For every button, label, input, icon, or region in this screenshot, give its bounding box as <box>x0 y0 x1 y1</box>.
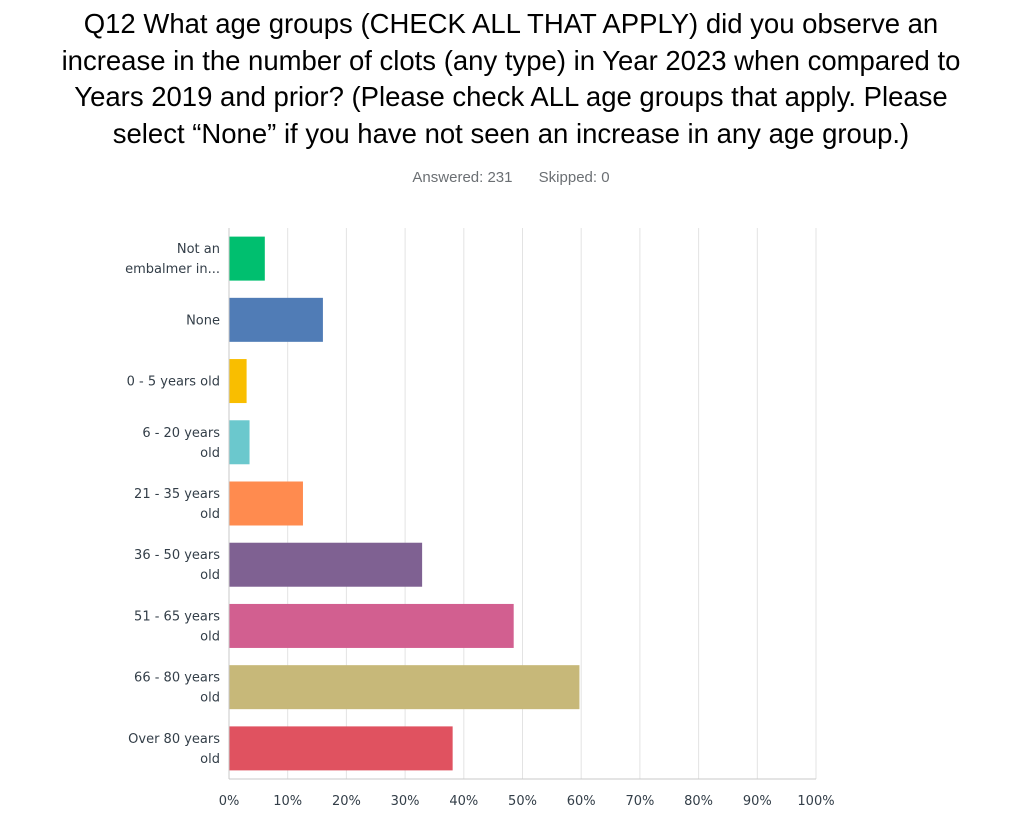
bar <box>229 726 453 771</box>
x-tick-label: 80% <box>684 794 713 809</box>
title-line-4: select “None” if you have not seen an in… <box>112 117 910 149</box>
bar <box>229 236 265 281</box>
x-tick-label: 0% <box>219 794 240 809</box>
chart-title: Q12 What age groups (CHECK ALL THAT APPL… <box>0 6 1022 152</box>
x-tick-labels: 0% 10% 20% 30% 40% 50% 60% 70% 80% 90% 100% <box>219 794 835 809</box>
x-tick-label: 50% <box>508 794 537 809</box>
response-stats: Answered: 231 Skipped: 0 <box>0 169 1022 186</box>
x-tick-label: 100% <box>797 794 834 809</box>
category-label: 21 - 35 years old <box>134 487 220 522</box>
bars <box>229 236 580 771</box>
category-label: 0 - 5 years old <box>127 375 220 390</box>
category-label: 66 - 80 years old <box>134 671 220 706</box>
bar <box>229 542 423 587</box>
category-label: 36 - 50 years old <box>134 548 220 583</box>
x-tick-label: 30% <box>391 794 420 809</box>
skipped-count: Skipped: 0 <box>538 169 610 186</box>
category-label: 6 - 20 years old <box>142 426 220 461</box>
category-label: Over 80 years old <box>128 732 220 767</box>
x-tick-label: 20% <box>332 794 361 809</box>
x-tick-label: 90% <box>743 794 772 809</box>
bar <box>229 359 247 404</box>
category-label: None <box>186 313 220 328</box>
bar <box>229 665 580 710</box>
x-tick-label: 70% <box>625 794 654 809</box>
x-tick-label: 40% <box>449 794 478 809</box>
title-line-1: Q12 What age groups (CHECK ALL THAT APPL… <box>83 8 939 39</box>
answered-count: Answered: 231 <box>412 169 513 186</box>
category-label: Not an embalmer in... <box>125 242 220 277</box>
bar <box>229 297 323 342</box>
category-labels: Not an embalmer in... None 0 - 5 years old 6… <box>125 242 220 767</box>
category-label: 51 - 65 years old <box>134 609 220 644</box>
x-tick-label: 60% <box>567 794 596 809</box>
bar <box>229 481 303 526</box>
bar <box>229 420 250 465</box>
title-line-3: Years 2019 and prior? (Please check ALL … <box>74 81 948 112</box>
x-tick-label: 10% <box>273 794 302 809</box>
bar <box>229 603 514 648</box>
title-line-2: increase in the number of clots (any typ… <box>61 44 961 76</box>
